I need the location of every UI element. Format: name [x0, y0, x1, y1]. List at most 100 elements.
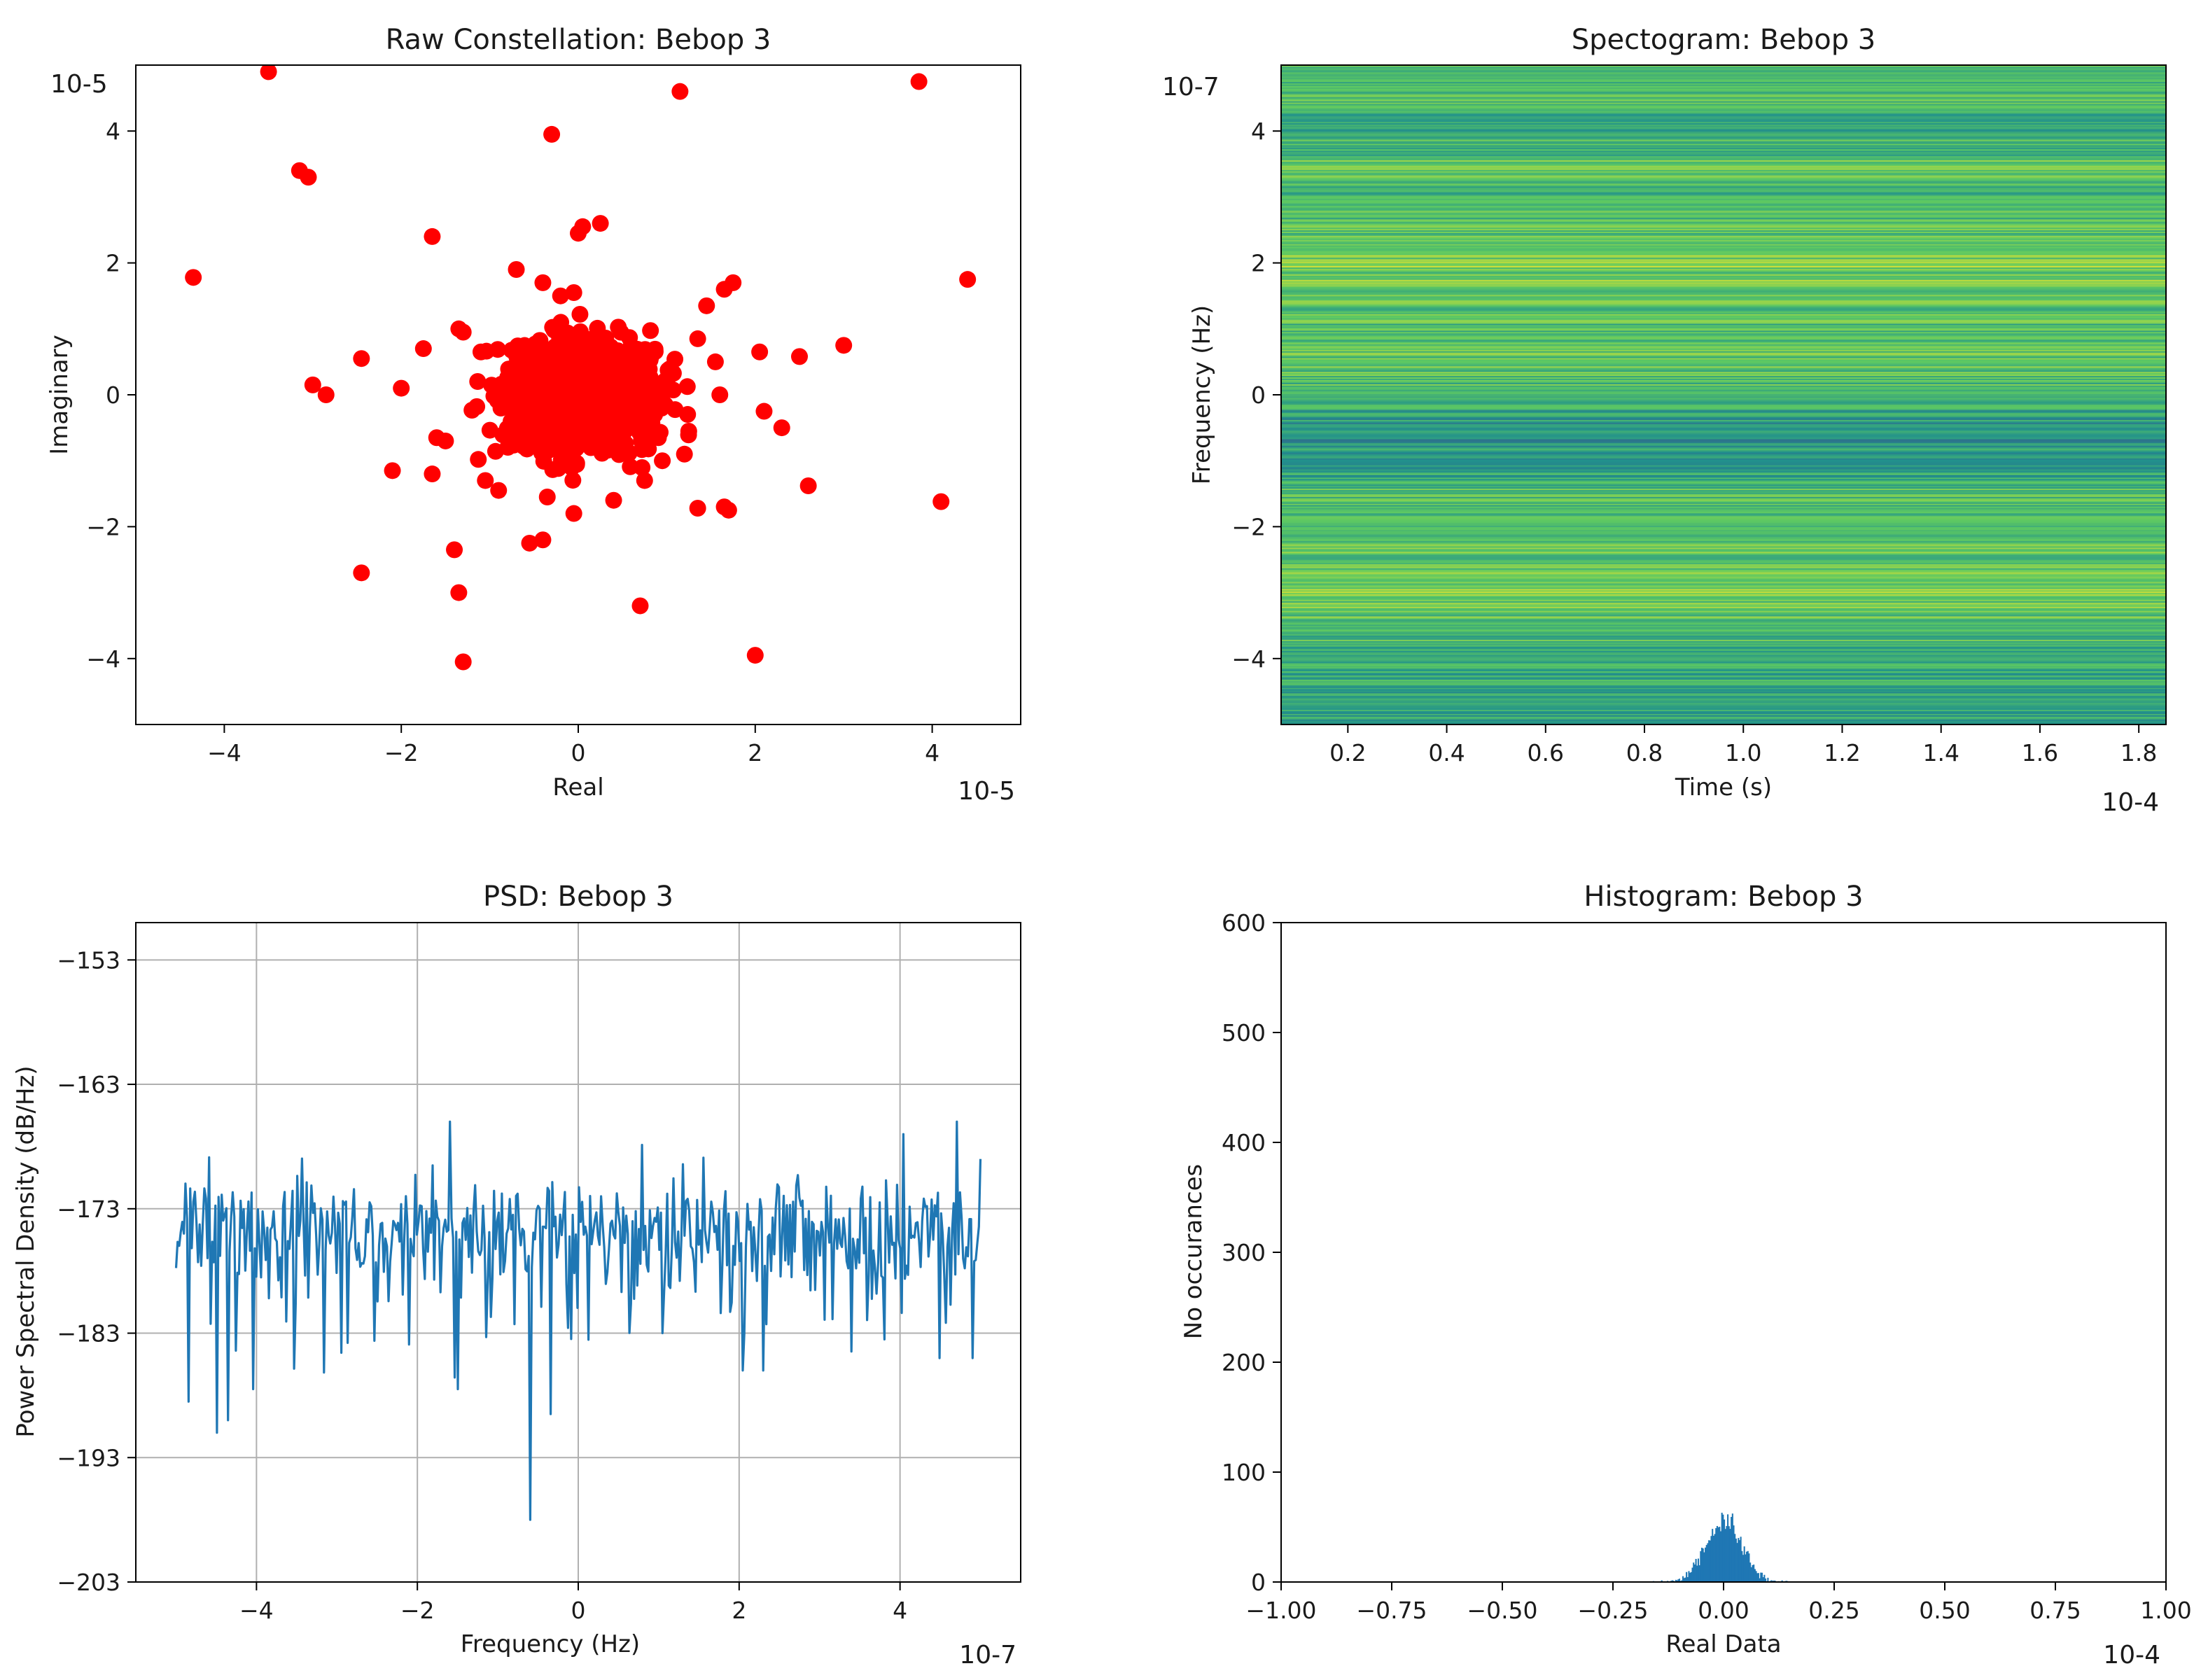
histogram-bar [1773, 1580, 1775, 1582]
spectrogram-row [1281, 267, 2166, 270]
constellation-point [185, 269, 202, 286]
spectrogram-row [1281, 615, 2166, 618]
constellation-point [643, 414, 661, 431]
histogram-bar [1731, 1513, 1733, 1582]
spectrogram-row [1281, 275, 2166, 277]
constellation-ytick-label: −2 [86, 513, 120, 540]
histogram-bar [1761, 1572, 1763, 1582]
histogram-bar [1705, 1545, 1707, 1582]
spectrogram-row [1281, 568, 2166, 570]
spectrogram-row [1281, 599, 2166, 601]
constellation-frame [135, 64, 1021, 725]
spectrogram-row [1281, 97, 2166, 99]
constellation-point [559, 391, 576, 409]
spectrogram-ytick-label: −4 [1231, 645, 1266, 673]
spectrogram-row [1281, 276, 2166, 279]
constellation-point [487, 442, 504, 460]
spectrogram-row [1281, 722, 2166, 724]
spectrogram-row [1281, 522, 2166, 525]
constellation-point [538, 489, 556, 506]
spectrogram-row [1281, 237, 2166, 239]
constellation-point [596, 416, 613, 433]
constellation-point [552, 287, 569, 304]
spectrogram-row [1281, 94, 2166, 96]
spectrogram-row [1281, 435, 2166, 438]
spectrogram-row [1281, 588, 2166, 591]
constellation-axes: −4 −2 0 2 4 −4 −2 0 2 4 [86, 118, 939, 766]
spectrogram-row [1281, 624, 2166, 626]
spectrogram-row [1281, 397, 2166, 400]
spectrogram-row [1281, 261, 2166, 264]
spectrogram-row [1281, 511, 2166, 514]
spectrogram-row [1281, 401, 2166, 404]
spectrogram-row [1281, 234, 2166, 236]
spectrogram-row [1281, 536, 2166, 538]
spectrogram-row [1281, 682, 2166, 684]
histogram-bar [1695, 1559, 1697, 1582]
constellation-point [538, 410, 556, 428]
spectrogram-row [1281, 545, 2166, 548]
spectrogram-row [1281, 73, 2166, 76]
spectrogram-row [1281, 658, 2166, 661]
spectrogram-row [1281, 168, 2166, 170]
histogram-bar [1770, 1580, 1773, 1582]
spectrogram-row [1281, 327, 2166, 330]
constellation-point [565, 284, 582, 301]
spectrogram-row [1281, 230, 2166, 232]
histogram-bar [1712, 1529, 1714, 1582]
constellation-point [498, 391, 516, 409]
spectrogram-row [1281, 626, 2166, 629]
spectrogram-row [1281, 433, 2166, 435]
spectrogram-row [1281, 532, 2166, 534]
histogram-ytick-label: 500 [1222, 1019, 1266, 1046]
spectrogram-row [1281, 694, 2166, 696]
spectrogram-row [1281, 262, 2166, 265]
spectrogram-row [1281, 491, 2166, 493]
spectrogram-row [1281, 143, 2166, 146]
spectrogram-row [1281, 669, 2166, 672]
spectrogram-row [1281, 405, 2166, 408]
spectrogram-row [1281, 505, 2166, 508]
histogram-x-exponent: 10-4 [2103, 1641, 2160, 1670]
constellation-xtick-label: 2 [748, 739, 762, 766]
spectrogram-row [1281, 720, 2166, 722]
spectrogram-row [1281, 708, 2166, 710]
spectrogram-row [1281, 227, 2166, 230]
spectrogram-row [1281, 187, 2166, 190]
spectrogram-row [1281, 358, 2166, 361]
constellation-point [508, 261, 525, 279]
spectrogram-row [1281, 598, 2166, 601]
spectrogram-row [1281, 167, 2166, 169]
spectrogram-row [1281, 298, 2166, 301]
spectrogram-row [1281, 569, 2166, 571]
spectrogram-row [1281, 84, 2166, 87]
spectrogram-row [1281, 696, 2166, 699]
spectrogram-row [1281, 386, 2166, 388]
spectrogram-row [1281, 178, 2166, 181]
spectrogram-row [1281, 258, 2166, 261]
psd-xtick-label: −2 [400, 1597, 435, 1624]
psd-plot-area [174, 1120, 982, 1521]
constellation-point [910, 73, 928, 90]
spectrogram-xtick-label: 0.4 [1428, 739, 1465, 766]
spectrogram-row [1281, 372, 2166, 375]
histogram-xtick-label: 0.75 [2029, 1597, 2081, 1624]
histogram-ytick-label: 100 [1222, 1459, 1266, 1486]
spectrogram-row [1281, 400, 2166, 402]
histogram-bar [1743, 1546, 1745, 1582]
spectrogram-row [1281, 422, 2166, 424]
histogram-bar [1740, 1536, 1742, 1582]
constellation-point [720, 501, 737, 519]
histogram-bar [1682, 1576, 1684, 1582]
spectrogram-row [1281, 668, 2166, 671]
spectrogram-row [1281, 679, 2166, 681]
constellation-point [552, 314, 570, 331]
spectrogram-row [1281, 251, 2166, 254]
spectrogram-row [1281, 358, 2166, 360]
spectrogram-row [1281, 211, 2166, 213]
spectrogram-row [1281, 326, 2166, 328]
spectrogram-row [1281, 144, 2166, 147]
spectrogram-row [1281, 468, 2166, 470]
spectrogram-row [1281, 683, 2166, 685]
spectrogram-row [1281, 508, 2166, 511]
